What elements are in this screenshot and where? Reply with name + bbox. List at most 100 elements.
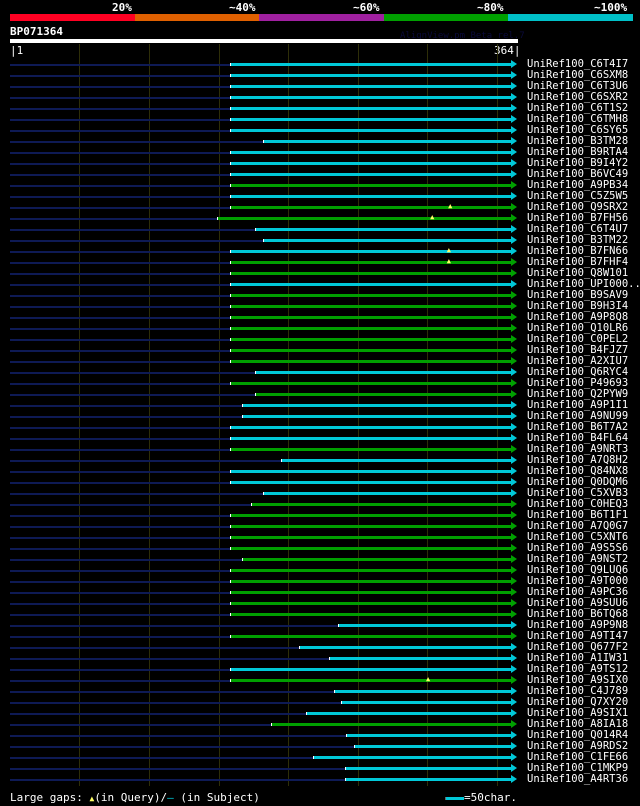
alignment-bar[interactable] [281,459,513,462]
hit-label[interactable]: UniRef100_A9NST2 [527,553,629,565]
alignment-bar[interactable] [354,745,513,748]
hit-label[interactable]: UniRef100_A4RT36 [527,773,629,785]
hit-label[interactable]: UniRef100_A7Q0G7 [527,520,629,532]
hit-label[interactable]: UniRef100_B3TM28 [527,135,629,147]
alignment-bar[interactable] [254,371,513,374]
alignment-bar[interactable] [229,635,513,638]
hit-row[interactable]: UniRef100_A2XIU7 [0,355,640,367]
hit-row[interactable]: UniRef100_C6TMH8 [0,113,640,125]
alignment-bar[interactable] [229,437,513,440]
alignment-bar[interactable] [229,129,513,132]
hit-row[interactable]: ▲ UniRef100_B7FH56 [0,212,640,224]
hit-row[interactable]: UniRef100_Q014R4 [0,729,640,741]
hit-label[interactable]: UniRef100_C5Z5W5 [527,190,629,202]
hit-row[interactable]: UniRef100_A1IW31 [0,652,640,664]
hit-row[interactable]: UniRef100_A7Q8H2 [0,454,640,466]
hit-label[interactable]: UniRef100_A7Q8H2 [527,454,629,466]
hit-row[interactable]: UniRef100_C6T3U6 [0,80,640,92]
hit-label[interactable]: UniRef100_B4FL64 [527,432,629,444]
alignment-bar[interactable] [229,338,513,341]
alignment-bar[interactable] [344,767,513,770]
hit-label[interactable]: UniRef100_Q2PYW9 [527,388,629,400]
alignment-bar[interactable] [229,525,513,528]
hit-label[interactable]: UniRef100_C1MKP9 [527,762,629,774]
hit-label[interactable]: UniRef100_Q9SRX2 [527,201,629,213]
hit-row[interactable]: UniRef100_A9P8Q8 [0,311,640,323]
hit-label[interactable]: UniRef100_A9P9N8 [527,619,629,631]
alignment-bar[interactable] [263,239,513,242]
hit-label[interactable]: UniRef100_C0HEQ3 [527,498,629,510]
alignment-bar[interactable] [229,305,513,308]
alignment-bar[interactable] [312,756,513,759]
hit-row[interactable]: UniRef100_A4RT36 [0,773,640,785]
hit-label[interactable]: UniRef100_Q7XY20 [527,696,629,708]
hit-label[interactable]: UniRef100_B6VC49 [527,168,629,180]
hit-label[interactable]: UniRef100_C6T3U6 [527,80,629,92]
hit-row[interactable]: ▲ UniRef100_B7FHF4 [0,256,640,268]
hit-row[interactable]: UniRef100_Q8W101 [0,267,640,279]
hit-label[interactable]: UniRef100_B4FJZ7 [527,344,629,356]
alignment-bar[interactable] [263,492,513,495]
alignment-bar[interactable] [333,690,513,693]
alignment-bar[interactable] [229,679,513,682]
hit-label[interactable]: UniRef100_B9RTA4 [527,146,629,158]
hit-row[interactable]: UniRef100_A9NRT3 [0,443,640,455]
hit-row[interactable]: UniRef100_C6SXM8 [0,69,640,81]
hit-row[interactable]: UniRef100_C0PEL2 [0,333,640,345]
hit-row[interactable]: ▲ UniRef100_A9SIX0 [0,674,640,686]
hit-row[interactable]: UniRef100_Q677F2 [0,641,640,653]
hit-label[interactable]: UniRef100_B6T1F1 [527,509,629,521]
hit-label[interactable]: UniRef100_B9I4Y2 [527,157,629,169]
alignment-bar[interactable] [299,646,513,649]
hit-row[interactable]: UniRef100_B4FL64 [0,432,640,444]
alignment-bar[interactable] [254,393,513,396]
hit-row[interactable]: UniRef100_C5Z5W5 [0,190,640,202]
hit-row[interactable]: UniRef100_B9H3I4 [0,300,640,312]
hit-row[interactable]: UniRef100_C6T4U7 [0,223,640,235]
alignment-bar[interactable] [229,382,513,385]
hit-label[interactable]: UniRef100_Q6RYC4 [527,366,629,378]
hit-label[interactable]: UniRef100_B6T7A2 [527,421,629,433]
hit-label[interactable]: UniRef100_C1FE66 [527,751,629,763]
alignment-bar[interactable] [229,349,513,352]
hit-row[interactable]: UniRef100_A9RDS2 [0,740,640,752]
hit-label[interactable]: UniRef100_A9S5S6 [527,542,629,554]
hit-row[interactable]: UniRef100_B6VC49 [0,168,640,180]
alignment-bar[interactable] [229,547,513,550]
alignment-bar[interactable] [229,151,513,154]
hit-label[interactable]: UniRef100_Q9LUQ6 [527,564,629,576]
hit-label[interactable]: UniRef100_Q84NX8 [527,465,629,477]
hit-label[interactable]: UniRef100_B6TQ68 [527,608,629,620]
alignment-bar[interactable] [250,503,513,506]
alignment-bar[interactable] [242,415,513,418]
alignment-bar[interactable] [229,569,513,572]
hit-label[interactable]: UniRef100_C6T4U7 [527,223,629,235]
hit-row[interactable]: UniRef100_B3TM22 [0,234,640,246]
hit-row[interactable]: UniRef100_A9P9N8 [0,619,640,631]
hit-row[interactable]: UniRef100_B6T7A2 [0,421,640,433]
alignment-bar[interactable] [229,448,513,451]
alignment-bar[interactable] [229,107,513,110]
alignment-bar[interactable] [229,580,513,583]
hit-row[interactable]: UniRef100_C6SY65 [0,124,640,136]
hit-row[interactable]: UniRef100_B6T1F1 [0,509,640,521]
alignment-bar[interactable] [229,316,513,319]
alignment-bar[interactable] [229,294,513,297]
alignment-bar[interactable] [229,173,513,176]
hit-row[interactable]: UniRef100_Q2PYW9 [0,388,640,400]
alignment-bar[interactable] [229,85,513,88]
hit-row[interactable]: ▲ UniRef100_Q9SRX2 [0,201,640,213]
hit-label[interactable]: UniRef100_A9P1I1 [527,399,629,411]
alignment-bar[interactable] [229,118,513,121]
alignment-bar[interactable] [344,778,513,781]
hit-row[interactable]: UniRef100_A7Q0G7 [0,520,640,532]
hit-row[interactable]: ▲ UniRef100_B7FN66 [0,245,640,257]
hit-row[interactable]: UniRef100_C0HEQ3 [0,498,640,510]
hit-row[interactable]: UniRef100_Q0DQM6 [0,476,640,488]
hit-row[interactable]: UniRef100_A9PB34 [0,179,640,191]
hit-row[interactable]: UniRef100_C6T4I7 [0,58,640,70]
alignment-bar[interactable] [229,261,513,264]
hit-row[interactable]: UniRef100_A9PC36 [0,586,640,598]
hit-row[interactable]: UniRef100_A9TS12 [0,663,640,675]
alignment-bar[interactable] [337,624,513,627]
